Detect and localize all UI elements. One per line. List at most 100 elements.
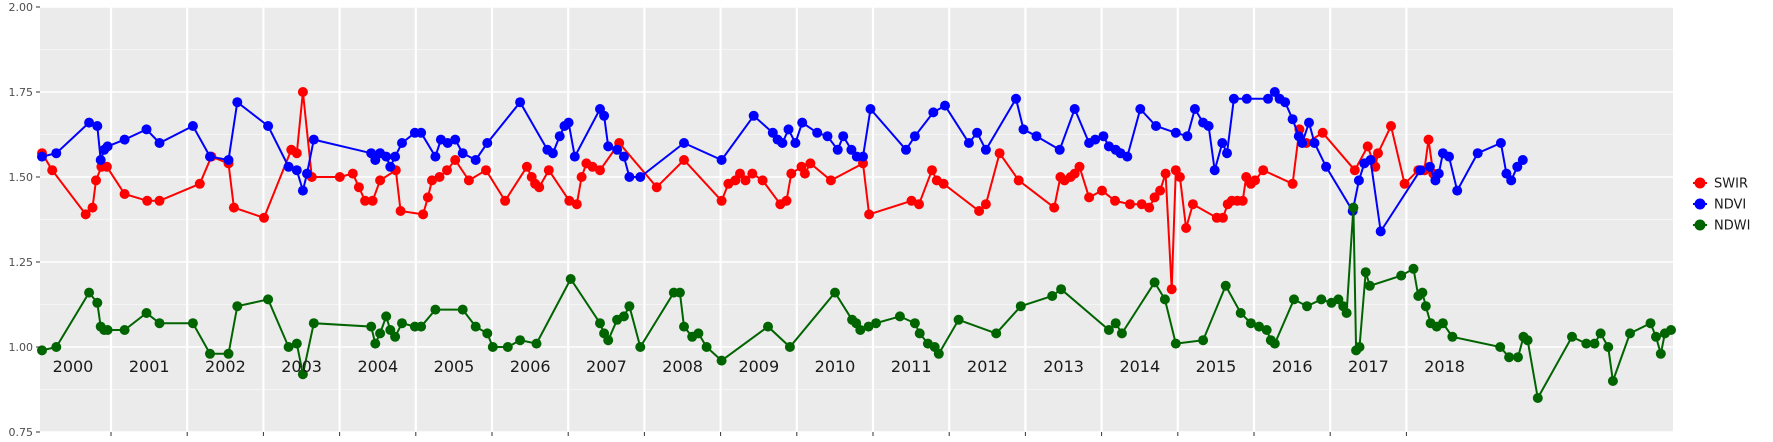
data-point-ndvi <box>482 138 493 148</box>
data-point-swir <box>595 165 605 176</box>
data-point-ndvi <box>1018 124 1029 135</box>
year-label: 2011 <box>891 357 932 376</box>
data-point-swir <box>375 175 386 186</box>
data-point-ndwi <box>430 304 441 315</box>
data-point-ndwi <box>1354 342 1365 352</box>
data-point-ndwi <box>933 348 944 359</box>
data-point-ndwi <box>370 338 381 349</box>
data-point-swir <box>418 209 429 220</box>
y-tick-label: 2.00 <box>9 1 34 14</box>
data-point-ndvi <box>790 138 801 148</box>
data-point-ndwi <box>1103 325 1114 335</box>
data-point-swir <box>1049 202 1060 213</box>
data-point-ndwi <box>1269 338 1280 349</box>
data-point-swir <box>938 178 949 189</box>
data-point-ndvi <box>154 138 165 148</box>
data-point-ndwi <box>830 287 840 298</box>
y-axis: 0.75 1.00 1.25 1.50 1.75 2.00 <box>9 1 40 439</box>
data-point-swir <box>291 148 302 159</box>
data-point-swir <box>297 87 308 97</box>
data-point-swir <box>481 165 491 176</box>
data-point-swir <box>353 182 364 193</box>
data-point-ndvi <box>569 151 580 162</box>
data-point-swir <box>367 195 378 206</box>
data-point-ndwi <box>1522 335 1533 346</box>
data-point-ndvi <box>603 141 614 152</box>
data-point-ndwi <box>1261 325 1272 335</box>
data-point-swir <box>757 175 768 186</box>
year-label: 2010 <box>815 357 856 376</box>
data-point-ndvi <box>1135 104 1146 114</box>
data-point-ndwi <box>283 342 294 352</box>
data-point-ndvi <box>777 138 788 148</box>
data-point-ndwi <box>863 321 874 332</box>
data-point-ndvi <box>1472 148 1483 159</box>
data-point-ndvi <box>980 144 991 155</box>
year-label: 2000 <box>53 357 94 376</box>
data-point-swir <box>80 209 91 220</box>
data-point-swir <box>1373 148 1383 159</box>
data-point-ndvi <box>442 138 453 148</box>
data-point-ndvi <box>972 127 983 138</box>
data-point-ndvi <box>832 144 843 155</box>
data-point-ndwi <box>1110 318 1121 329</box>
data-point-ndvi <box>1241 93 1252 104</box>
data-point-ndvi <box>51 148 62 159</box>
data-point-ndvi <box>385 161 396 172</box>
data-point-ndvi <box>865 104 876 114</box>
data-point-ndwi <box>1254 321 1265 332</box>
data-point-ndwi <box>1581 338 1592 349</box>
data-point-ndvi <box>812 127 823 138</box>
year-label: 2017 <box>1348 357 1389 376</box>
data-point-swir <box>781 195 792 206</box>
data-point-swir <box>194 178 205 189</box>
data-point-ndwi <box>381 311 392 322</box>
year-label: 2006 <box>510 357 551 376</box>
data-point-ndwi <box>1348 202 1359 213</box>
data-point-swir <box>334 172 345 182</box>
data-point-ndvi <box>1433 168 1444 179</box>
data-point-ndwi <box>390 331 401 342</box>
data-point-ndwi <box>1651 331 1661 342</box>
data-point-swir <box>1136 199 1147 210</box>
year-labels: 2000 2001 2002 2003 2004 2005 2006 2007 2008 2009… <box>53 357 1465 376</box>
data-point-swir <box>228 202 239 213</box>
data-point-swir <box>1399 178 1410 189</box>
legend-key-marker <box>1694 198 1706 210</box>
data-point-ndwi <box>701 342 712 352</box>
data-point-ndwi <box>595 318 605 329</box>
data-point-ndvi <box>1090 134 1101 145</box>
data-point-ndvi <box>37 151 47 162</box>
data-point-ndvi <box>1506 175 1517 186</box>
data-point-ndwi <box>1116 328 1127 339</box>
data-point-ndwi <box>154 318 165 329</box>
data-point-swir <box>142 195 153 206</box>
data-point-ndwi <box>84 287 95 298</box>
data-point-swir <box>1258 165 1269 176</box>
data-point-swir <box>799 168 810 179</box>
data-point-swir <box>395 206 406 216</box>
data-point-ndwi <box>297 369 308 380</box>
data-point-ndvi <box>450 134 461 145</box>
data-point-swir <box>735 168 745 179</box>
data-point-ndwi <box>1447 331 1458 342</box>
data-point-swir <box>87 202 98 213</box>
data-point-ndvi <box>187 121 198 131</box>
data-point-ndwi <box>1396 270 1407 281</box>
data-point-swir <box>1386 121 1396 131</box>
data-point-ndvi <box>102 141 113 152</box>
data-point-swir <box>805 158 816 169</box>
data-point-ndwi <box>487 342 498 352</box>
data-point-ndvi <box>205 151 215 162</box>
data-point-ndvi <box>547 148 558 159</box>
data-point-ndwi <box>953 314 964 325</box>
legend-label: NDWI <box>1714 219 1750 234</box>
year-label: 2003 <box>281 357 322 376</box>
data-point-ndwi <box>223 348 234 359</box>
data-point-ndwi <box>1302 301 1312 312</box>
data-point-ndwi <box>1198 335 1209 346</box>
data-point-ndvi <box>119 134 130 145</box>
year-label: 2012 <box>967 357 1008 376</box>
data-point-ndwi <box>1420 301 1431 312</box>
